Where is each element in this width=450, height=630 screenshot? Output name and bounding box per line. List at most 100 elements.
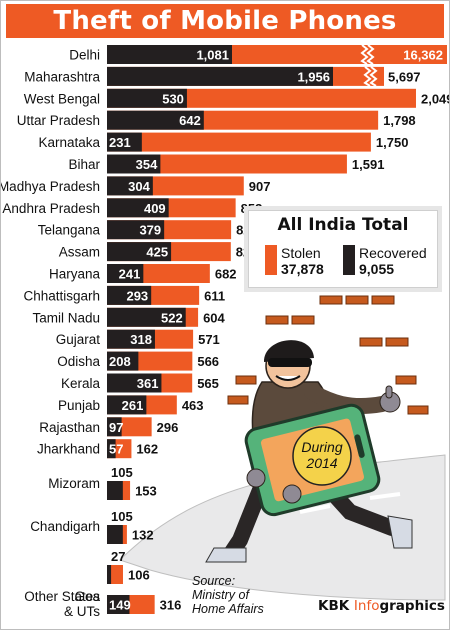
- axis-break-mark: [369, 66, 378, 87]
- category-label: Goa: [74, 589, 100, 604]
- recovered-bar: [107, 417, 122, 437]
- stolen-value-label: 907: [249, 179, 271, 194]
- category-label: Madhya Pradesh: [0, 179, 100, 194]
- recovered-value-label: 318: [130, 332, 152, 347]
- recovered-value-label: 1,081: [196, 48, 229, 63]
- stolen-value-label: 604: [203, 310, 225, 325]
- category-label: Bihar: [68, 157, 100, 172]
- credit-light: Info: [353, 598, 380, 614]
- stolen-value-label: 16,362: [403, 48, 443, 63]
- stolen-value-label: 682: [215, 267, 237, 282]
- recovered-value-label: 241: [119, 267, 141, 282]
- recovered-legend-label: Recovered: [359, 245, 427, 261]
- stolen-value-label: 463: [182, 398, 204, 413]
- credit-logo: KBK Infographics: [318, 598, 445, 614]
- recovered-value-label: 97: [109, 420, 123, 435]
- category-label: Andhra Pradesh: [2, 201, 100, 216]
- stolen-value-label: 566: [197, 354, 219, 369]
- recovered-bar: [107, 45, 232, 64]
- recovered-value-label: 149: [109, 598, 131, 613]
- recovered-value-label: 642: [179, 113, 201, 128]
- category-label: Assam: [59, 245, 100, 260]
- recovered-bar: [107, 88, 187, 108]
- recovered-bar: [107, 595, 130, 614]
- category-label: Chhattisgarh: [23, 288, 100, 303]
- category-label-line: Other States: [24, 589, 100, 604]
- recovered-value-label: 379: [139, 223, 161, 238]
- recovered-bar: [107, 66, 333, 86]
- axis-break-mark: [363, 66, 372, 87]
- recovered-value-label: 105: [111, 509, 133, 524]
- source-note: Source: Ministry of Home Affairs: [192, 574, 264, 616]
- stolen-value-label: 162: [136, 442, 158, 457]
- year-badge-line: During: [301, 439, 342, 455]
- stolen-legend-label: Stolen: [281, 245, 321, 261]
- recovered-bar: [107, 242, 172, 262]
- category-label: Maharashtra: [24, 69, 100, 84]
- recovered-bar: [107, 220, 165, 240]
- stolen-swatch: [265, 245, 277, 275]
- total-box-title: All India Total: [277, 215, 409, 235]
- recovered-bar: [107, 132, 142, 152]
- all-india-total-box: All India Total Stolen 37,878 Recovered …: [248, 210, 438, 288]
- stolen-bar: [107, 154, 347, 174]
- stolen-value-label: 2,049: [421, 91, 450, 106]
- recovered-bar: [107, 264, 144, 283]
- category-label: Telangana: [38, 223, 101, 238]
- category-label: Delhi: [69, 48, 100, 63]
- category-label: Mizoram: [48, 476, 100, 491]
- category-label: Kerala: [61, 376, 101, 391]
- recovered-bar: [107, 525, 123, 544]
- category-label: Chandigarh: [30, 519, 100, 534]
- stolen-value-label: 571: [198, 332, 220, 347]
- recovered-bar: [107, 351, 139, 371]
- recovered-value-label: 361: [137, 376, 159, 391]
- category-label: Karnataka: [38, 135, 100, 150]
- recovered-value-label: 425: [146, 245, 168, 260]
- recovered-total-value: 9,055: [359, 261, 395, 277]
- recovered-bar: [107, 481, 123, 500]
- recovered-value-label: 293: [126, 288, 148, 303]
- stolen-value-label: 565: [197, 376, 219, 391]
- recovered-value-label: 409: [144, 201, 166, 216]
- category-label: Uttar Pradesh: [17, 113, 100, 128]
- stolen-total-value: 37,878: [281, 261, 324, 277]
- recovered-value-label: 27: [111, 549, 125, 564]
- category-label: Other States & UTs: [24, 589, 100, 619]
- stolen-value-label: 153: [135, 484, 157, 499]
- recovered-bar: [107, 329, 155, 349]
- stolen-value-label: 106: [128, 568, 150, 583]
- recovered-value-label: 231: [109, 135, 131, 150]
- recovered-bar: [107, 110, 204, 130]
- recovered-value-label: 57: [109, 442, 123, 457]
- page-title: Theft of Mobile Phones: [6, 4, 444, 38]
- category-label-line: & UTs: [64, 604, 100, 619]
- stolen-value-label: 316: [160, 598, 182, 613]
- credit-rest: graphics: [379, 598, 445, 614]
- category-label: Haryana: [49, 267, 101, 282]
- category-label: Odisha: [57, 354, 100, 369]
- recovered-bar: [107, 565, 112, 584]
- bar-rows: Delhi 1,081 16,362 Maharashtra 1,956 5,697 Wes…: [0, 44, 450, 619]
- recovered-bar: [107, 198, 169, 218]
- recovered-bar: [107, 154, 161, 174]
- recovered-value-label: 1,956: [297, 69, 330, 84]
- stolen-value-label: 1,750: [376, 135, 409, 150]
- recovered-bar: [107, 373, 162, 393]
- credit-bold: KBK: [318, 598, 354, 614]
- category-label: Jharkhand: [37, 442, 100, 457]
- thief-illustration: During 2014: [119, 295, 446, 601]
- recovered-value-label: 105: [111, 465, 133, 480]
- stolen-value-label: 296: [157, 420, 179, 435]
- year-badge-line: 2014: [305, 455, 337, 471]
- category-label: West Bengal: [24, 91, 100, 106]
- recovered-swatch: [343, 245, 355, 275]
- recovered-value-label: 261: [122, 398, 144, 413]
- category-label: Gujarat: [56, 332, 101, 347]
- year-badge: During 2014: [301, 439, 342, 471]
- recovered-bar: [107, 439, 116, 459]
- axis-break-mark: [360, 44, 369, 65]
- recovered-value-label: 522: [161, 310, 183, 325]
